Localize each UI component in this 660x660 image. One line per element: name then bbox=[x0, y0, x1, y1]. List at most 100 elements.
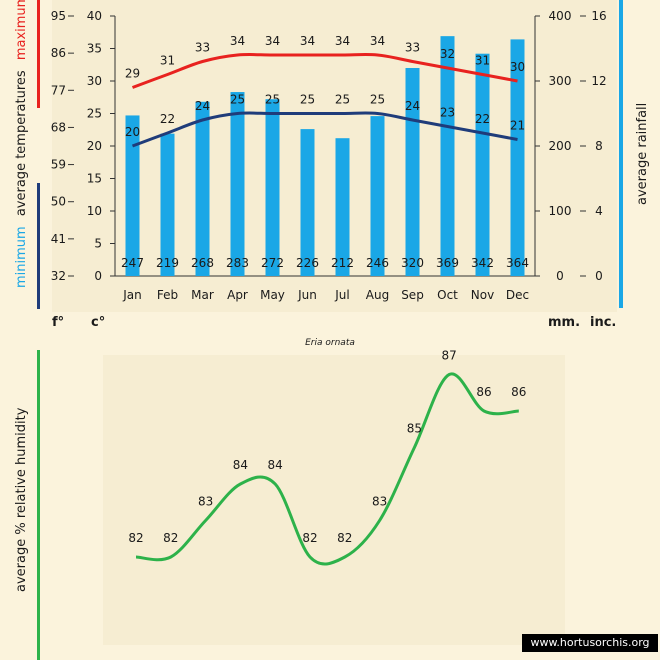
rainfall-bar bbox=[265, 99, 280, 276]
min-temperature-label: 25 bbox=[370, 93, 385, 107]
humidity-value-label: 84 bbox=[268, 458, 283, 472]
humidity-value-label: 82 bbox=[302, 531, 317, 545]
max-temperature-label: 34 bbox=[230, 34, 245, 48]
max-temperature-label: 33 bbox=[195, 41, 210, 55]
min-temperature-label: 25 bbox=[230, 93, 245, 107]
min-temperature-label: 25 bbox=[265, 93, 280, 107]
humidity-value-label: 83 bbox=[198, 495, 213, 509]
inch-tick-label: 16 bbox=[591, 9, 606, 23]
humidity-value-label: 87 bbox=[442, 349, 457, 363]
max-temperature-label: 31 bbox=[475, 54, 490, 68]
humidity-axis-title: average % relative humidity bbox=[14, 407, 29, 592]
inch-unit: inc. bbox=[590, 315, 616, 330]
celsius-tick-label: 5 bbox=[94, 237, 102, 251]
rainfall-value-label: 320 bbox=[401, 256, 424, 270]
rainfall-bar bbox=[475, 53, 490, 277]
rainfall-bar bbox=[300, 129, 315, 276]
max-temperature-line bbox=[131, 53, 518, 89]
rainfall-value-label: 364 bbox=[506, 256, 529, 270]
rainfall-value-label: 219 bbox=[156, 256, 179, 270]
max-temperature-label: 34 bbox=[335, 34, 350, 48]
fahrenheit-tick-label: 59 bbox=[51, 158, 66, 172]
mm-tick-label: 0 bbox=[556, 269, 564, 283]
fahrenheit-tick-label: 41 bbox=[51, 232, 66, 246]
chart-title: Eria ornata bbox=[305, 338, 355, 348]
mm-tick-label: 300 bbox=[549, 74, 572, 88]
max-temperature-label: 30 bbox=[510, 60, 525, 74]
max-temperature-label: 32 bbox=[440, 47, 455, 61]
min-temperature-label: 22 bbox=[475, 112, 490, 126]
rainfall-bar bbox=[160, 133, 175, 276]
inch-tick-label: 0 bbox=[595, 269, 603, 283]
min-temperature-label: 25 bbox=[300, 93, 315, 107]
rainfall-value-label: 247 bbox=[121, 256, 144, 270]
celsius-tick-label: 20 bbox=[87, 139, 102, 153]
inch-tick-label: 8 bbox=[595, 139, 603, 153]
celsius-tick-label: 40 bbox=[87, 9, 102, 23]
humidity-value-label: 83 bbox=[372, 495, 387, 509]
min-temperature-label: 24 bbox=[405, 99, 420, 113]
humidity-value-label: 82 bbox=[128, 531, 143, 545]
max-temperature-label: 33 bbox=[405, 41, 420, 55]
humidity-axis-bar bbox=[37, 350, 40, 660]
min-temperature-label: 20 bbox=[125, 125, 140, 139]
min-temperature-label: 24 bbox=[195, 99, 210, 113]
celsius-unit: c° bbox=[91, 315, 105, 330]
min-temperature-line bbox=[131, 111, 518, 148]
rainfall-value-label: 212 bbox=[331, 256, 354, 270]
mm-tick-label: 200 bbox=[549, 139, 572, 153]
celsius-tick-label: 0 bbox=[94, 269, 102, 283]
humidity-value-label: 86 bbox=[476, 385, 491, 399]
humidity-value-label: 86 bbox=[511, 385, 526, 399]
maximum-axis-bar bbox=[37, 0, 40, 108]
humidity-line bbox=[135, 372, 519, 566]
fahrenheit-tick-label: 68 bbox=[51, 120, 66, 134]
month-label: Sep bbox=[401, 288, 424, 302]
inch-tick-label: 4 bbox=[595, 204, 603, 218]
month-label: May bbox=[260, 288, 285, 302]
celsius-tick-label: 35 bbox=[87, 42, 102, 56]
rainfall-value-label: 342 bbox=[471, 256, 494, 270]
credit-watermark: www.hortusorchis.org bbox=[522, 634, 658, 652]
min-temperature-label: 25 bbox=[335, 93, 350, 107]
rainfall-value-label: 272 bbox=[261, 256, 284, 270]
fahrenheit-tick-label: 95 bbox=[51, 9, 66, 23]
rainfall-value-label: 283 bbox=[226, 256, 249, 270]
humidity-value-label: 82 bbox=[337, 531, 352, 545]
average-temperatures-label: average temperatures bbox=[14, 70, 29, 216]
humidity-value-label: 85 bbox=[407, 422, 422, 436]
fahrenheit-tick-label: 32 bbox=[51, 269, 66, 283]
rainfall-bar bbox=[510, 39, 525, 277]
celsius-tick-label: 25 bbox=[87, 107, 102, 121]
fahrenheit-tick-label: 86 bbox=[51, 46, 66, 60]
humidity-panel bbox=[103, 355, 565, 645]
rainfall-bar bbox=[335, 138, 350, 276]
left-axis-title: minimum average temperatures maximum bbox=[14, 0, 29, 288]
humidity-value-label: 84 bbox=[233, 458, 248, 472]
month-label: Nov bbox=[471, 288, 494, 302]
max-temperature-label: 29 bbox=[125, 67, 140, 81]
month-label: Aug bbox=[366, 288, 389, 302]
month-label: Jul bbox=[334, 288, 349, 302]
month-label: Oct bbox=[437, 288, 458, 302]
rainfall-bar bbox=[370, 116, 385, 276]
inch-tick-label: 12 bbox=[591, 74, 606, 88]
rainfall-bar bbox=[230, 92, 245, 276]
fahrenheit-tick-label: 77 bbox=[51, 83, 66, 97]
max-temperature-label: 34 bbox=[370, 34, 385, 48]
max-temperature-label: 34 bbox=[265, 34, 280, 48]
month-label: Apr bbox=[227, 288, 248, 302]
rainfall-bar bbox=[195, 101, 210, 276]
right-axis-title: average rainfall bbox=[635, 103, 650, 205]
humidity-value-label: 82 bbox=[163, 531, 178, 545]
celsius-tick-label: 15 bbox=[87, 172, 102, 186]
rainfall-value-label: 246 bbox=[366, 256, 389, 270]
rainfall-bar bbox=[440, 36, 455, 277]
min-temperature-label: 21 bbox=[510, 119, 525, 133]
mm-tick-label: 100 bbox=[549, 204, 572, 218]
celsius-tick-label: 30 bbox=[87, 74, 102, 88]
month-label: Jun bbox=[297, 288, 317, 302]
fahrenheit-tick-label: 50 bbox=[51, 195, 66, 209]
min-temperature-label: 23 bbox=[440, 106, 455, 120]
month-label: Mar bbox=[191, 288, 214, 302]
